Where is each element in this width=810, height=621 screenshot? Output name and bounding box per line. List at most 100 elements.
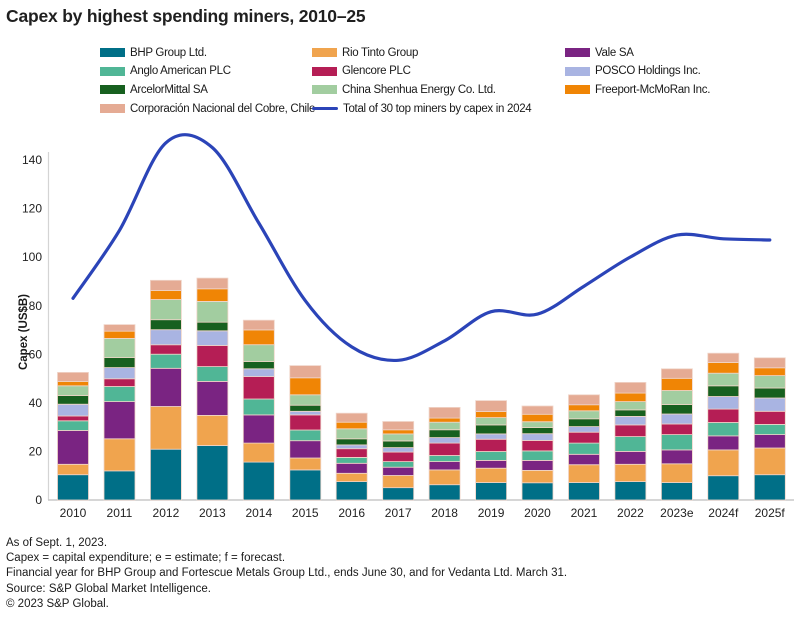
legend-swatch-icon — [565, 48, 590, 58]
bar-segment — [196, 414, 229, 446]
x-axis-label: 2017 — [385, 506, 412, 520]
bar-segment — [242, 361, 275, 370]
y-axis-tick-label: 80 — [29, 299, 43, 313]
bar-segment — [521, 405, 554, 415]
bar-segment — [753, 375, 786, 389]
bar-segment — [289, 440, 322, 459]
bar-segment — [521, 421, 554, 428]
legend-label: BHP Group Ltd. — [130, 46, 207, 59]
bar-segment — [335, 462, 368, 474]
bar-segment — [753, 397, 786, 412]
bar-segment — [661, 413, 693, 425]
bar-segment — [103, 438, 136, 472]
bar-segment — [57, 380, 89, 387]
bar-segment — [382, 429, 415, 435]
bar-segment — [475, 438, 508, 452]
bar-segment — [568, 453, 600, 466]
x-axis-label: 2025f — [755, 506, 786, 520]
bar-segment — [335, 472, 368, 482]
bar-segment — [242, 442, 275, 463]
bar-segment — [707, 449, 740, 477]
bar-segment — [614, 450, 647, 465]
capex-stacked-bar-line-chart: 0 20 40 60 80 100 120 140 2010 2011 2012 2013 2014 20… — [22, 133, 794, 520]
bar-segment — [661, 423, 693, 435]
bar-segment — [521, 450, 554, 461]
x-axis-label: 2024f — [708, 506, 739, 520]
bar-segment — [382, 433, 415, 442]
bar-segment — [428, 421, 461, 431]
bar-segment — [707, 408, 740, 423]
footnote-line: Capex = capital expenditure; e = estimat… — [6, 552, 286, 565]
bar-segment — [149, 319, 182, 331]
bar-segment — [382, 466, 415, 476]
legend-item: POSCO Holdings Inc. — [565, 63, 701, 77]
legend-item: ArcelorMittal SA — [100, 81, 208, 96]
bar-segment — [382, 421, 415, 431]
legend-swatch-icon — [565, 85, 590, 95]
bar-segment — [707, 396, 740, 410]
y-axis-tick-label: 140 — [22, 153, 42, 167]
bar-segment — [196, 345, 229, 368]
bar-segment — [289, 457, 322, 471]
chart-legend: BHP Group Ltd. Rio Tinto Group Vale SA Angl… — [0, 0, 810, 130]
bar-segment — [149, 367, 182, 407]
bar-segment — [475, 450, 508, 461]
bar-segment — [614, 381, 647, 394]
legend-swatch-icon — [312, 48, 337, 58]
legend-label: POSCO Holdings Inc. — [595, 65, 701, 78]
x-axis-label: 2015 — [292, 506, 319, 520]
bar-segment — [57, 385, 89, 396]
bar-segment — [568, 426, 600, 433]
bar-segment — [521, 440, 554, 452]
chart-title: Capex by highest spending miners, 2010–2… — [6, 6, 366, 26]
bar-segment — [521, 427, 554, 435]
legend-item: China Shenhua Energy Co. Ltd. — [312, 81, 496, 96]
y-axis-tick-label: 40 — [29, 396, 43, 410]
bar-segment — [614, 481, 647, 501]
bar-segment — [289, 469, 322, 501]
bar-segment — [57, 415, 89, 422]
bar-segment — [661, 389, 693, 405]
legend-swatch-icon — [312, 85, 337, 95]
bar-segment — [57, 403, 89, 417]
bar-segment — [753, 434, 786, 449]
x-axis-label: 2020 — [524, 506, 551, 520]
y-axis-tick-label: 100 — [22, 250, 42, 264]
bar-segment — [568, 394, 600, 406]
bar-segment — [382, 461, 415, 468]
bar-segment — [242, 319, 275, 331]
x-axis-label: 2010 — [60, 506, 87, 520]
bar-segment — [382, 475, 415, 489]
bar-segment — [103, 386, 136, 403]
legend-label: Corporación Nacional del Cobre, Chile — [130, 102, 316, 115]
legend-item: Total of 30 top miners by capex in 2024 — [312, 100, 532, 115]
bar-segment — [242, 398, 275, 416]
bar-segment — [707, 422, 740, 437]
bar-segment — [475, 411, 508, 418]
bar-segment — [103, 324, 136, 332]
bar-segment — [614, 424, 647, 437]
bar-segment — [289, 404, 322, 412]
bar-segment — [568, 418, 600, 427]
bar-segment — [661, 377, 693, 391]
bar-segment — [149, 299, 182, 321]
legend-item: Corporación Nacional del Cobre, Chile — [100, 100, 316, 115]
bar-segment — [103, 357, 136, 369]
bar-segment — [428, 417, 461, 423]
legend-item: Vale SA — [565, 44, 634, 59]
bar-segment — [428, 484, 461, 501]
bar-segment — [103, 378, 136, 387]
bar-segment — [149, 279, 182, 291]
bar-segment — [661, 434, 693, 451]
bar-segment — [335, 438, 368, 446]
y-axis-tick-label: 120 — [22, 202, 42, 216]
bar-segment — [103, 470, 136, 501]
bar-segment — [521, 413, 554, 423]
bar-segment — [196, 277, 229, 290]
legend-swatch-icon — [565, 66, 590, 76]
bar-segment — [707, 475, 740, 501]
bar-segment — [428, 469, 461, 486]
bar-segment — [103, 367, 136, 380]
footnote-line: Financial year for BHP Group and Fortesc… — [6, 567, 568, 580]
bar-segment — [382, 451, 415, 463]
